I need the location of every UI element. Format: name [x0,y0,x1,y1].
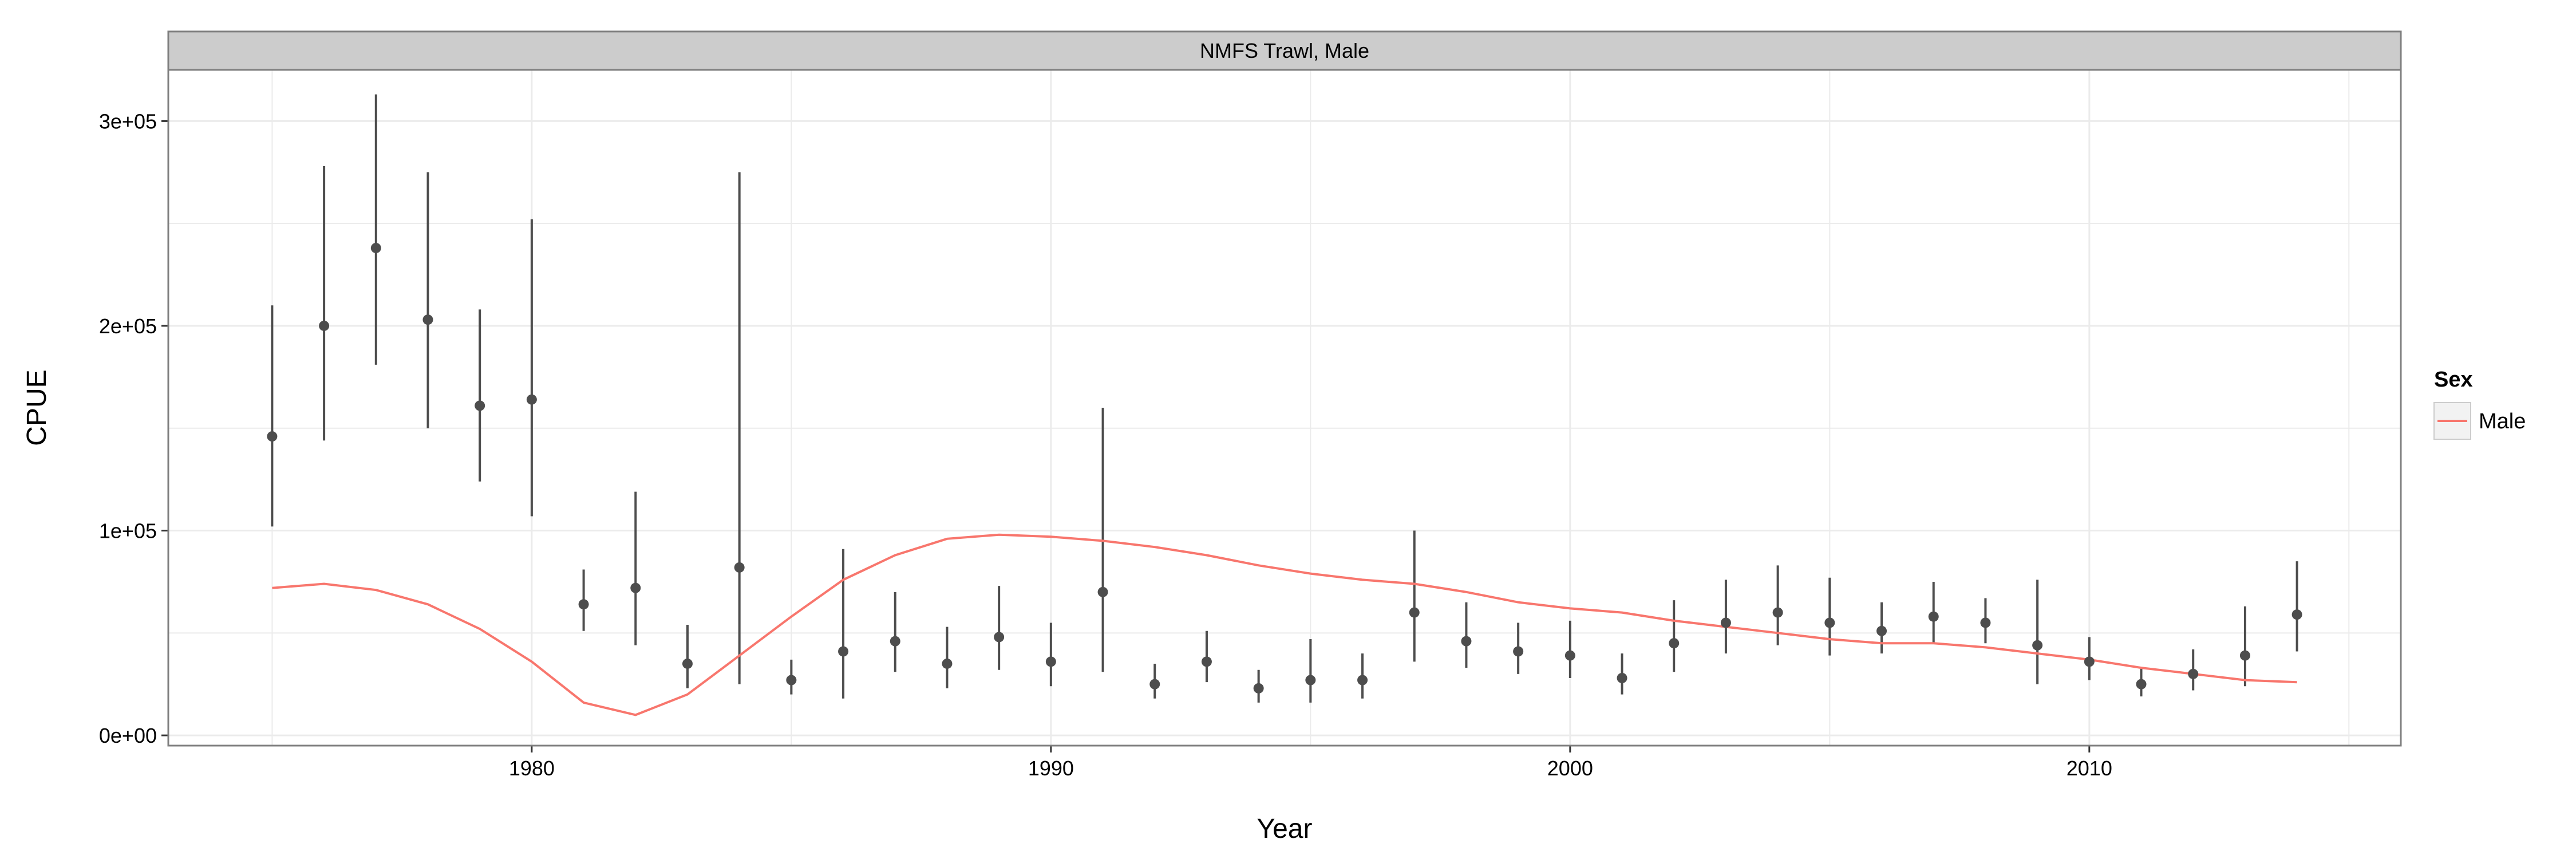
observed-point [1305,675,1316,685]
observed-point [1824,617,1835,628]
observed-point [1564,650,1575,661]
observed-point [630,582,641,593]
y-axis: 0e+00 1e+05 2e+05 3e+05 [99,109,168,747]
observed-point [786,675,797,685]
observed-point [1876,625,1887,636]
observed-point [2291,609,2302,620]
legend-label-male: Male [2479,409,2526,434]
observed-point [1461,636,1472,647]
observed-point [475,400,485,411]
fitted-line-male [272,533,2297,716]
observed-point [1149,679,1160,689]
observed-point [267,431,278,442]
x-tick-label: 2000 [1547,756,1593,780]
legend: Sex Male [2433,368,2526,440]
observed-point [1928,611,1939,622]
observed-point [1201,656,1212,667]
observed-point [1409,607,1420,618]
observed-point [1513,646,1524,657]
observed-point [682,658,693,669]
observed-point [2032,640,2043,651]
observed-point [370,243,381,254]
observed-point [1097,586,1108,597]
observed-point [2084,656,2095,667]
observed-point [1772,607,1783,618]
y-tick-label: 3e+05 [99,109,157,133]
observed-point [1669,638,1680,649]
observed-point [1357,675,1368,685]
fitted-series [272,533,2297,716]
observed-point [526,394,537,405]
y-tick-label: 1e+05 [99,519,157,543]
x-tick-label: 1990 [1028,756,1074,780]
y-tick-label: 0e+00 [99,724,157,747]
error-bars [271,94,2298,703]
x-tick-label: 1980 [509,756,555,780]
observed-point [1720,617,1731,628]
x-axis-label: Year [1257,814,1313,844]
x-axis: 1980 1990 2000 2010 [509,746,2112,780]
observed-point [994,632,1005,643]
strip-background [167,30,2402,71]
x-tick-label: 2010 [2067,756,2112,780]
observed-point [422,314,433,325]
observed-point [890,636,900,647]
observed-point [1980,617,1991,628]
observed-point [1253,683,1264,693]
observed-point [319,320,330,331]
panel-strip-title: NMFS Trawl, Male [1200,39,1369,62]
observed-point [2136,679,2147,689]
observed-point [1045,656,1056,667]
y-axis-label: CPUE [22,369,52,446]
observed-point [578,599,589,610]
observed-point [2188,668,2199,679]
observed-point [942,658,953,669]
legend-title: Sex [2434,368,2473,392]
observed-point [2239,650,2250,661]
observed-point [734,562,745,573]
observed-point [838,646,849,657]
observed-points [267,243,2302,693]
observed-point [1617,673,1627,683]
y-tick-label: 2e+05 [99,314,157,338]
